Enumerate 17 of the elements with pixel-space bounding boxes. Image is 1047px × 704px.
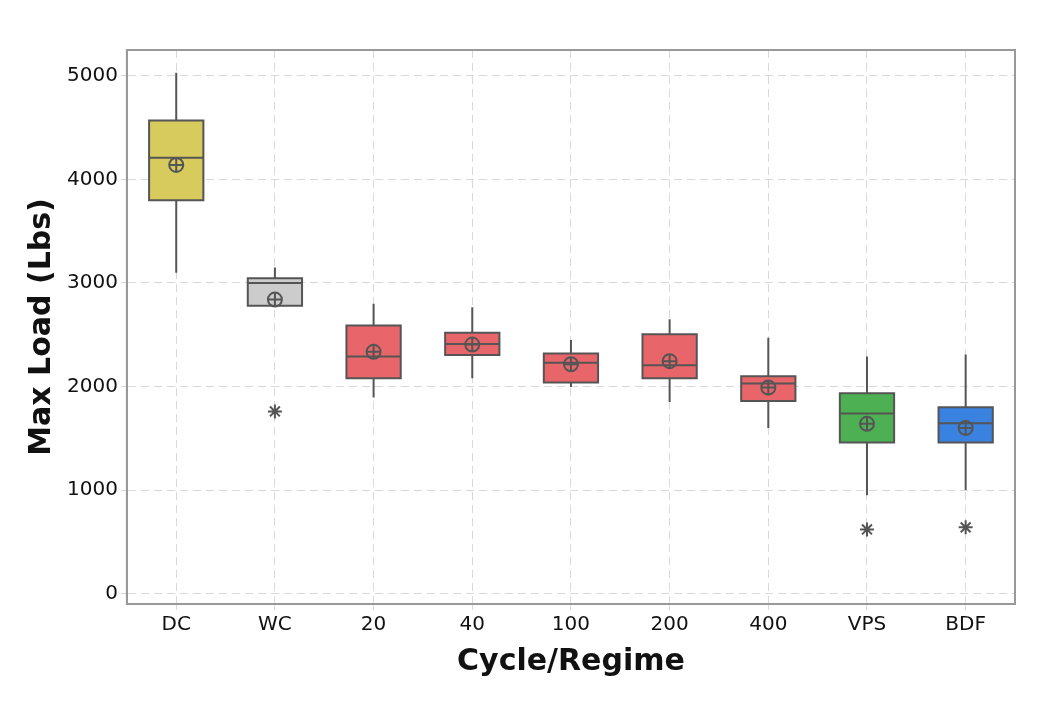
x-tick-label: BDF xyxy=(945,611,986,636)
y-axis-title: Max Load (Lbs) xyxy=(21,198,57,456)
x-tick-label: 100 xyxy=(551,611,591,636)
x-tick-label: WC xyxy=(258,611,292,636)
x-tick-label: DC xyxy=(161,611,191,636)
y-tick-label: 1000 xyxy=(66,476,118,501)
y-tick-label: 0 xyxy=(105,579,118,604)
y-tick-label: 3000 xyxy=(66,269,118,294)
x-tick-label: 400 xyxy=(749,611,788,636)
y-tick-label: 5000 xyxy=(66,62,118,87)
x-tick-label: VPS xyxy=(847,611,887,636)
x-axis-title: Cycle/Regime xyxy=(457,641,685,677)
y-tick-label: 2000 xyxy=(66,372,118,397)
x-tick-label: 40 xyxy=(459,611,485,636)
x-tick-label: 200 xyxy=(650,611,689,636)
x-tick-label: 20 xyxy=(360,611,387,636)
y-tick-label: 4000 xyxy=(66,165,118,190)
